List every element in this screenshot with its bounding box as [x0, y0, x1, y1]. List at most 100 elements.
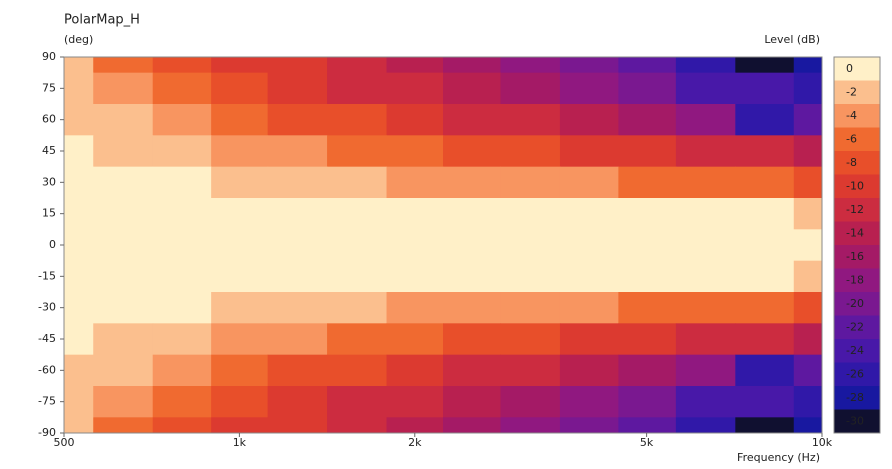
- heat-cell: [267, 229, 328, 262]
- colorbar-band: [834, 315, 880, 340]
- heat-cell: [735, 417, 795, 434]
- heat-cell: [386, 72, 444, 105]
- heat-cell: [500, 417, 561, 434]
- colorbar-frame: [833, 56, 881, 434]
- heat-cell: [386, 104, 444, 136]
- colorbar-label: -28: [846, 391, 864, 404]
- heat-cell: [793, 417, 823, 434]
- heat-cell: [500, 292, 561, 324]
- heat-cell: [327, 292, 388, 324]
- heat-cell: [675, 323, 736, 356]
- heat-cell: [500, 323, 561, 356]
- heat-cell: [64, 72, 94, 105]
- heat-cell: [64, 135, 94, 168]
- heat-cell: [386, 354, 444, 387]
- heatmap: [64, 57, 823, 434]
- y-tick-label: 15: [42, 207, 56, 220]
- heat-cell: [675, 72, 736, 105]
- heat-cell: [618, 260, 677, 293]
- heat-cell: [267, 354, 328, 387]
- heat-cell: [500, 135, 561, 168]
- heat-cell: [64, 260, 94, 293]
- heat-cell: [735, 166, 795, 199]
- colorbar-label: -14: [846, 226, 864, 239]
- colorbar-label: -20: [846, 297, 864, 310]
- heat-cell: [559, 417, 619, 434]
- colorbar-label: -10: [846, 179, 864, 192]
- heat-cell: [618, 229, 677, 262]
- heat-cell: [64, 386, 94, 418]
- heat-cell: [559, 354, 619, 387]
- heat-cell: [443, 386, 501, 418]
- heat-cell: [152, 57, 212, 74]
- heat-cell: [386, 198, 444, 230]
- heat-cell: [559, 229, 619, 262]
- y-tick-label: -90: [38, 426, 56, 439]
- heat-cell: [735, 198, 795, 230]
- heat-cell: [211, 104, 269, 136]
- colorbar-band: [834, 221, 880, 246]
- colorbar-band: [834, 245, 880, 269]
- heat-cell: [64, 417, 94, 434]
- heat-cell: [211, 57, 269, 74]
- heat-cell: [386, 260, 444, 293]
- heat-cell: [500, 260, 561, 293]
- y-tick-label: -15: [38, 269, 56, 282]
- heat-cell: [618, 292, 677, 324]
- heat-cell: [735, 57, 795, 74]
- heat-cell: [675, 166, 736, 199]
- heat-cell: [735, 135, 795, 168]
- colorbar-band: [834, 362, 880, 387]
- y-axis-label: (deg): [64, 33, 93, 46]
- heat-cell: [64, 292, 94, 324]
- heat-cell: [267, 417, 328, 434]
- heat-cell: [793, 323, 823, 356]
- heat-cell: [793, 72, 823, 105]
- heat-cell: [64, 104, 94, 136]
- colorbar-label: -18: [846, 273, 864, 286]
- heat-cell: [500, 57, 561, 74]
- y-tick-label: 0: [49, 238, 56, 251]
- heat-cell: [675, 386, 736, 418]
- heat-cell: [618, 72, 677, 105]
- heat-cell: [93, 292, 154, 324]
- colorbar-label: Level (dB): [764, 33, 820, 46]
- heat-cell: [93, 417, 154, 434]
- heat-cell: [793, 292, 823, 324]
- colorbar-band: [834, 127, 880, 152]
- heat-cell: [618, 57, 677, 74]
- heat-cell: [152, 104, 212, 136]
- heat-cell: [386, 323, 444, 356]
- heat-cell: [211, 166, 269, 199]
- heat-cell: [152, 198, 212, 230]
- heat-cell: [559, 135, 619, 168]
- heat-cell: [735, 72, 795, 105]
- heat-cell: [675, 135, 736, 168]
- heat-cell: [327, 260, 388, 293]
- heat-cell: [675, 417, 736, 434]
- colorbar-band: [834, 409, 880, 434]
- heat-cell: [443, 104, 501, 136]
- heat-cell: [211, 354, 269, 387]
- heat-cell: [267, 104, 328, 136]
- heat-cell: [211, 198, 269, 230]
- heat-cell: [327, 386, 388, 418]
- heat-cell: [267, 166, 328, 199]
- heat-cell: [93, 229, 154, 262]
- heat-cell: [93, 135, 154, 168]
- heat-cell: [618, 386, 677, 418]
- heat-cell: [500, 229, 561, 262]
- heat-cell: [386, 166, 444, 199]
- heat-cell: [93, 57, 154, 74]
- heat-cell: [793, 57, 823, 74]
- heat-cell: [152, 260, 212, 293]
- heat-cell: [735, 292, 795, 324]
- heat-cell: [327, 57, 388, 74]
- colorbar-label: -22: [846, 320, 864, 333]
- heat-cell: [675, 104, 736, 136]
- heat-cell: [211, 417, 269, 434]
- heat-cell: [211, 323, 269, 356]
- colorbar-label: -16: [846, 250, 864, 263]
- heat-cell: [211, 292, 269, 324]
- heat-cell: [93, 354, 154, 387]
